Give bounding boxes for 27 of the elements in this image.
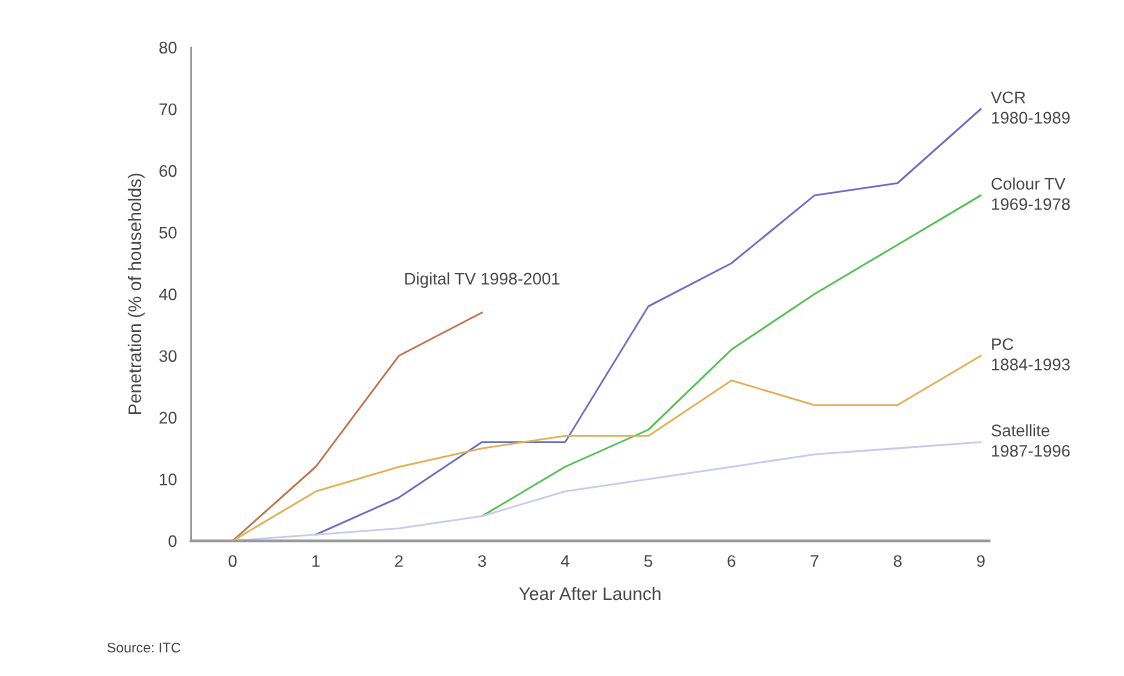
x-tick-label: 1 <box>312 555 320 567</box>
x-tick-label: 9 <box>976 555 985 567</box>
x-tick-label: 2 <box>395 555 403 567</box>
x-tick-label: 6 <box>727 555 736 567</box>
y-axis-title: Penetration (% of households) <box>127 173 145 415</box>
y-tick-label: 30 <box>159 350 177 362</box>
x-tick-label: 0 <box>228 555 237 567</box>
y-tick-label: 0 <box>168 535 177 547</box>
source-note: Source: ITC <box>107 642 181 653</box>
x-tick-label: 3 <box>478 555 486 567</box>
y-tick-label: 60 <box>159 165 177 177</box>
x-tick-label: 8 <box>893 555 902 567</box>
y-tick-label: 40 <box>159 288 177 301</box>
y-tick-label: 20 <box>159 411 177 424</box>
series-label: Satellite 1987-1996 <box>991 424 1070 457</box>
x-axis-title: Year After Launch <box>519 586 661 601</box>
series-label: PC 1884-1993 <box>992 338 1070 371</box>
series-label: Digital TV 1998-2001 <box>405 272 560 288</box>
y-tick-label: 80 <box>159 41 177 54</box>
x-tick-label: 5 <box>644 555 653 567</box>
series-label: Colour TV 1969-1978 <box>991 177 1070 211</box>
x-tick-label: 4 <box>560 555 570 567</box>
series-label: VCR 1980-1989 <box>990 91 1070 124</box>
y-tick-label: 50 <box>159 226 177 239</box>
y-tick-label: 70 <box>159 103 177 116</box>
y-tick-label: 10 <box>159 473 177 486</box>
x-tick-label: 7 <box>810 555 819 567</box>
